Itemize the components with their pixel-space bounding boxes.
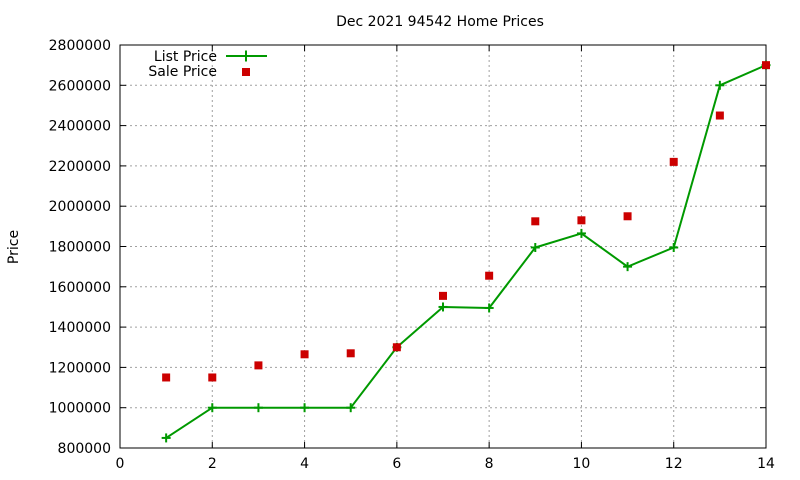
data-point-list-price bbox=[161, 433, 171, 443]
data-point-sale-price bbox=[254, 361, 263, 370]
data-point-list-price bbox=[438, 302, 448, 312]
y-tick-label: 1000000 bbox=[49, 401, 111, 417]
y-tick-label: 2000000 bbox=[49, 199, 111, 215]
y-tick-label: 2200000 bbox=[49, 159, 111, 175]
y-axis-label: Price bbox=[6, 230, 22, 264]
data-point-list-price bbox=[715, 80, 725, 90]
data-point-sale-price bbox=[577, 216, 586, 225]
y-tick-label: 1400000 bbox=[49, 320, 111, 336]
y-tick-label: 1200000 bbox=[49, 360, 111, 376]
y-tick-label: 2800000 bbox=[49, 38, 111, 54]
x-tick-label: 4 bbox=[300, 456, 309, 472]
axis-ticks: 800000 1000000 1200000 1400000 1600000 180000… bbox=[49, 38, 775, 472]
legend-marker-sale-price bbox=[242, 68, 250, 76]
y-tick-label: 800000 bbox=[58, 441, 111, 457]
y-tick-label: 2400000 bbox=[49, 119, 111, 135]
data-point-sale-price bbox=[669, 157, 678, 166]
x-tick-label: 2 bbox=[208, 456, 217, 472]
data-point-list-price bbox=[530, 243, 540, 253]
y-tick-label: 1600000 bbox=[49, 280, 111, 296]
x-tick-label: 6 bbox=[392, 456, 401, 472]
data-point-list-price bbox=[207, 403, 217, 413]
y-tick-label: 2600000 bbox=[49, 78, 111, 94]
y-tick-label: 1800000 bbox=[49, 240, 111, 256]
plot-border bbox=[119, 44, 767, 449]
chart-title: Dec 2021 94542 Home Prices bbox=[336, 14, 544, 30]
data-point-sale-price bbox=[162, 373, 171, 382]
data-point-sale-price bbox=[392, 343, 401, 352]
data-point-list-price bbox=[300, 403, 310, 413]
legend-label-sale-price: Sale Price bbox=[148, 64, 217, 80]
data-point-list-price bbox=[253, 403, 263, 413]
data-point-sale-price bbox=[762, 61, 770, 70]
x-tick-label: 12 bbox=[665, 456, 683, 472]
legend-label-list-price: List Price bbox=[154, 49, 217, 65]
data-point-sale-price bbox=[623, 212, 632, 221]
legend-marker-list-price bbox=[240, 50, 252, 62]
data-point-sale-price bbox=[300, 350, 309, 359]
data-point-sale-price bbox=[531, 217, 540, 226]
series-line-list-price bbox=[165, 64, 767, 439]
data-point-sale-price bbox=[346, 349, 355, 358]
data-point-list-price bbox=[576, 228, 586, 238]
series-layer bbox=[161, 60, 771, 443]
data-point-list-price bbox=[623, 262, 633, 272]
data-point-list-price bbox=[346, 403, 356, 413]
data-point-sale-price bbox=[485, 271, 494, 280]
data-point-list-price bbox=[669, 243, 679, 253]
data-point-sale-price bbox=[439, 291, 447, 300]
legend: List Price Sale Price bbox=[148, 49, 267, 80]
data-point-sale-price bbox=[715, 111, 724, 120]
x-tick-label: 0 bbox=[116, 456, 125, 472]
grid bbox=[120, 45, 766, 448]
data-point-list-price bbox=[484, 303, 494, 313]
x-tick-label: 10 bbox=[573, 456, 591, 472]
x-tick-label: 8 bbox=[485, 456, 494, 472]
x-tick-label: 14 bbox=[757, 456, 775, 472]
data-point-sale-price bbox=[208, 373, 217, 382]
